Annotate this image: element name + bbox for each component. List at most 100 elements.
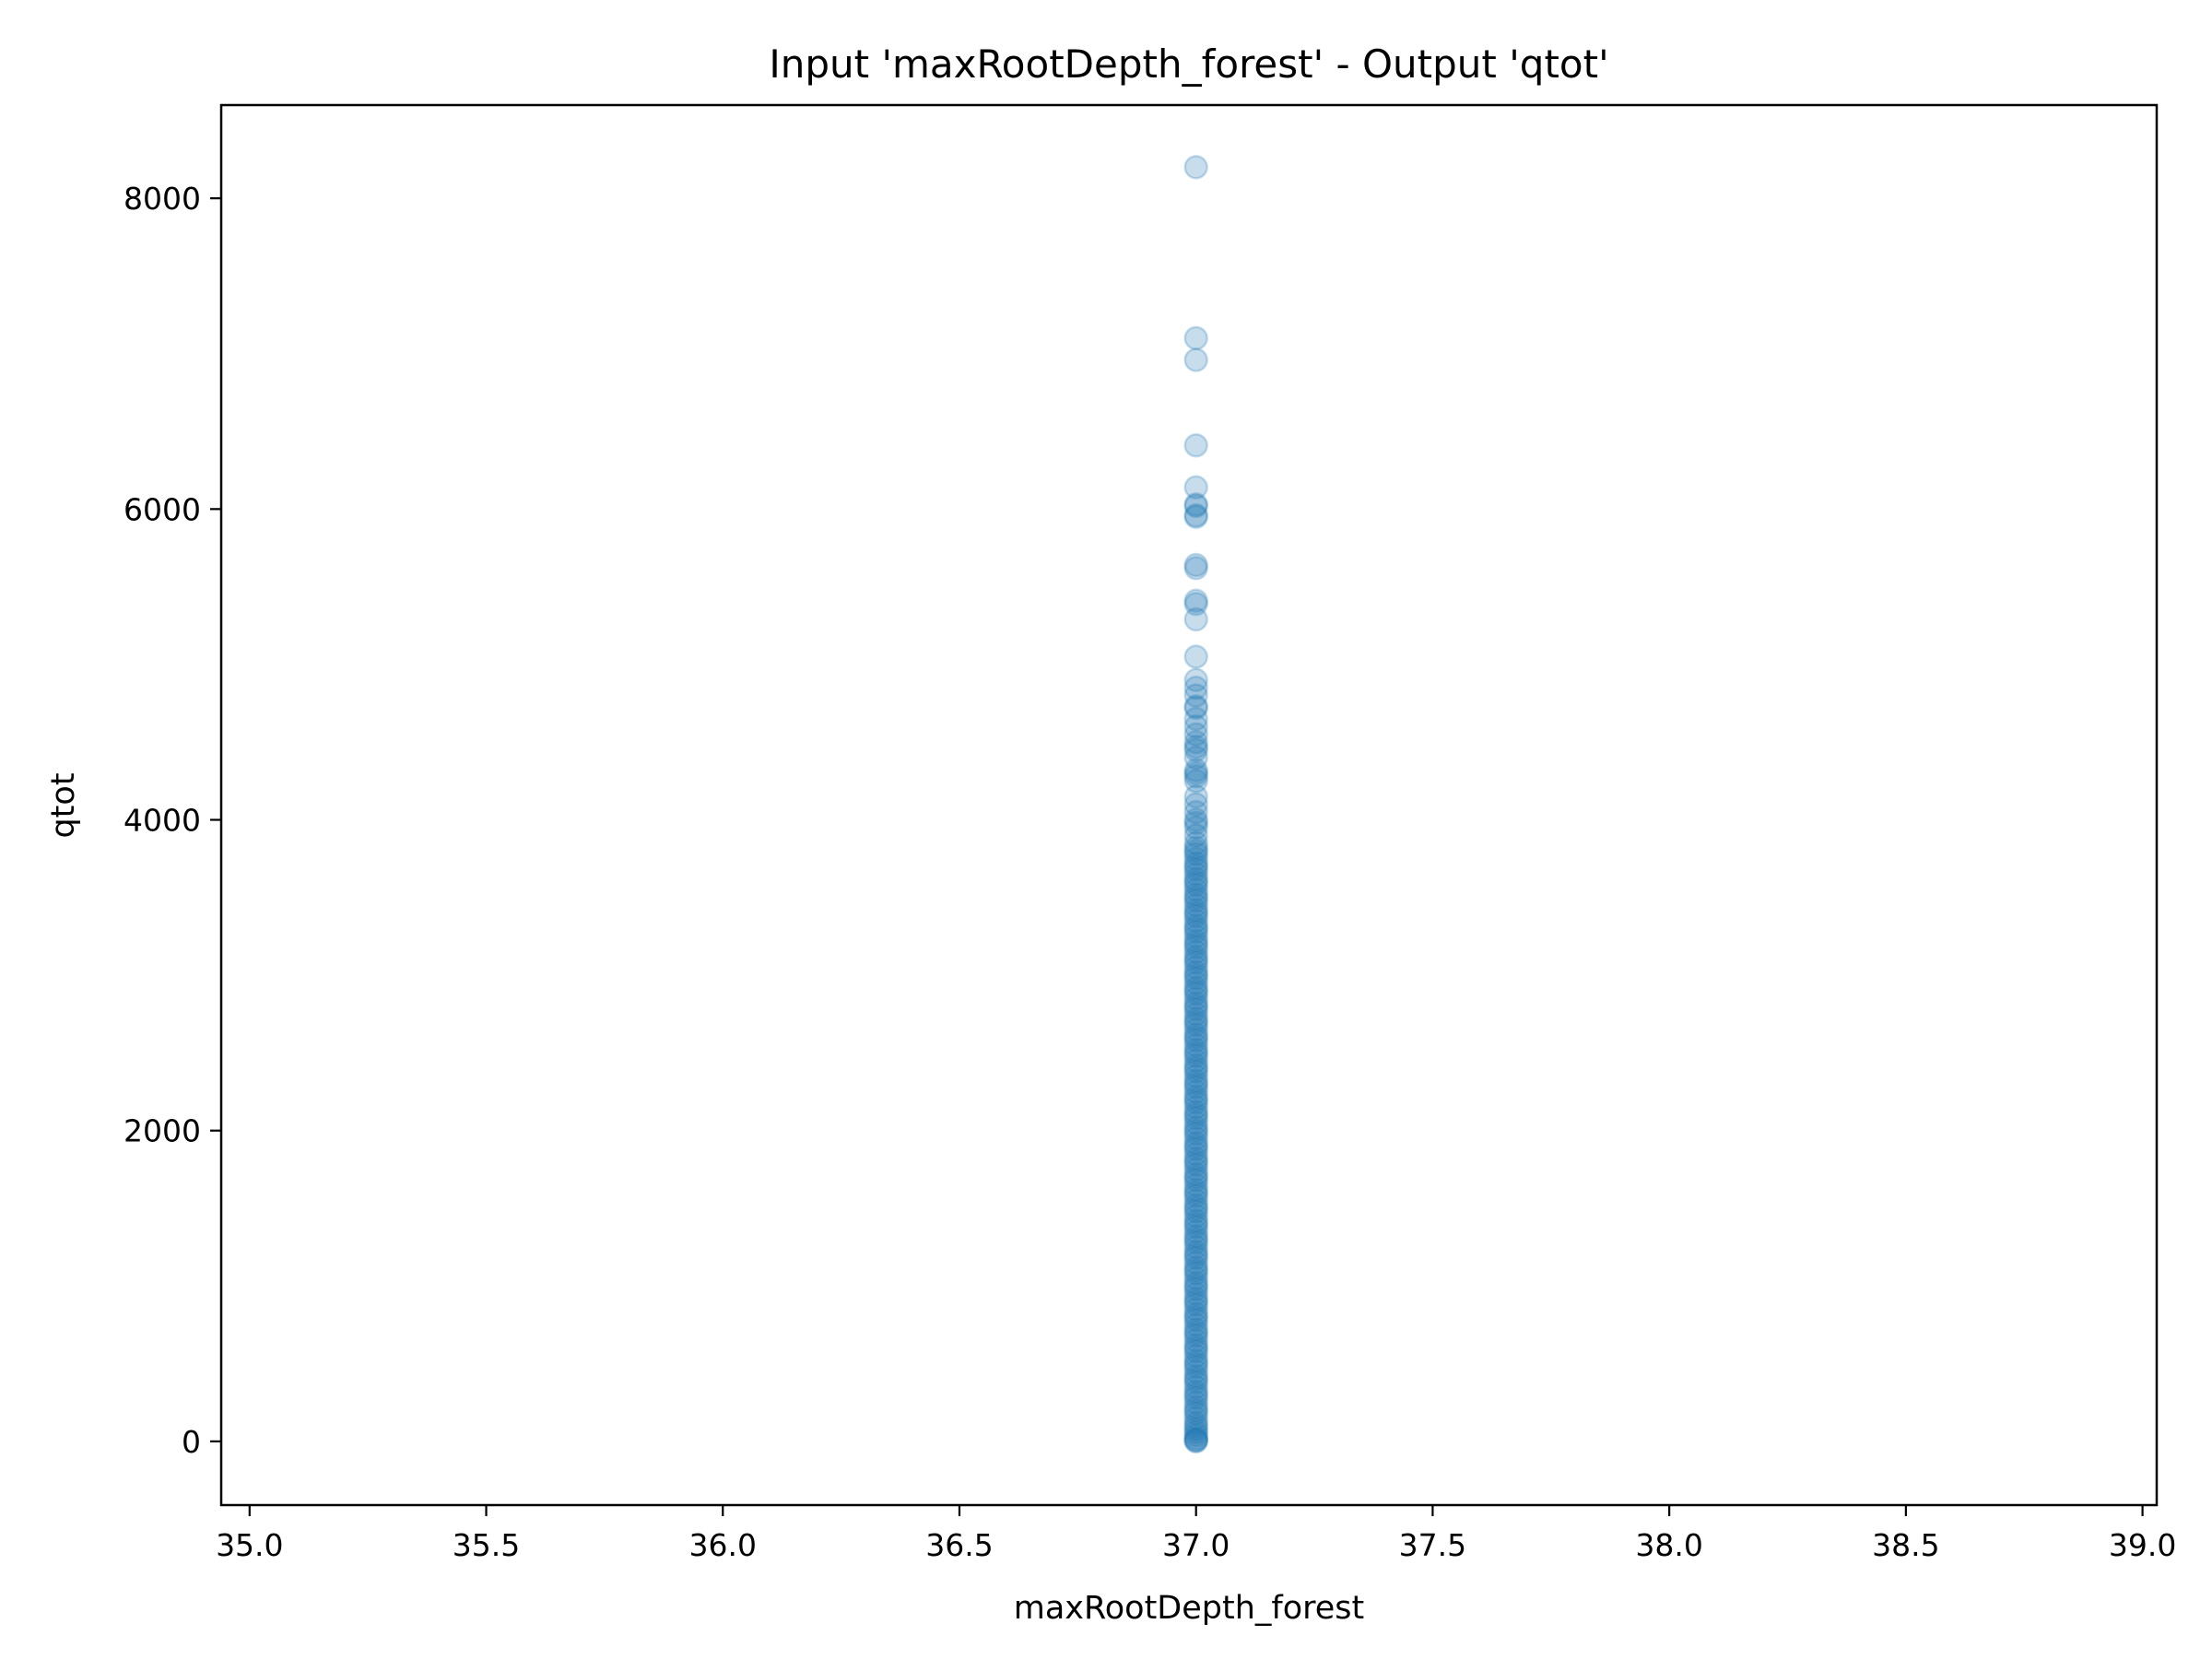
data-point — [1183, 758, 1208, 782]
data-point — [1183, 683, 1208, 708]
data-point — [1183, 885, 1208, 911]
data-point — [1183, 1161, 1208, 1187]
data-point — [1183, 994, 1208, 1019]
data-point — [1183, 982, 1208, 1006]
data-point — [1183, 830, 1208, 856]
data-point — [1183, 1012, 1208, 1038]
data-point — [1183, 737, 1208, 762]
x-tick-label: 38.0 — [1635, 1527, 1702, 1563]
data-points — [1183, 155, 1208, 1454]
data-point — [1183, 1410, 1208, 1435]
data-point — [1183, 1141, 1208, 1167]
data-point — [1183, 991, 1208, 1016]
data-point — [1183, 1002, 1208, 1027]
data-point — [1183, 1363, 1208, 1389]
data-point — [1183, 1261, 1208, 1287]
data-point — [1183, 853, 1208, 879]
data-point — [1183, 971, 1208, 995]
data-point — [1183, 846, 1208, 871]
data-point — [1183, 1328, 1208, 1353]
data-point — [1183, 694, 1208, 719]
data-point — [1183, 935, 1208, 960]
data-point — [1183, 962, 1208, 988]
data-point — [1183, 916, 1208, 941]
data-point — [1183, 959, 1208, 984]
data-point — [1183, 1394, 1208, 1420]
data-point — [1183, 1041, 1208, 1065]
data-point — [1183, 1105, 1208, 1131]
x-tick-label: 39.0 — [2109, 1527, 2176, 1563]
data-point — [1183, 1250, 1208, 1276]
data-point — [1183, 1374, 1208, 1400]
y-tick-label: 0 — [182, 1424, 201, 1460]
data-point — [1183, 1397, 1208, 1423]
y-tick-label: 6000 — [124, 491, 201, 527]
plot-frame — [219, 103, 2159, 1507]
data-point — [1183, 735, 1208, 759]
data-point — [1183, 1048, 1208, 1074]
data-point — [1183, 1390, 1208, 1415]
data-point — [1183, 783, 1208, 809]
data-point — [1183, 1382, 1208, 1407]
data-point — [1183, 493, 1208, 519]
data-point — [1183, 1335, 1208, 1360]
data-point — [1183, 1413, 1208, 1439]
data-point — [1183, 1053, 1208, 1078]
data-point — [1183, 764, 1208, 789]
data-point — [1183, 1084, 1208, 1109]
data-point — [1183, 1301, 1208, 1326]
data-point — [1183, 1239, 1208, 1265]
data-point — [1183, 155, 1208, 180]
x-tick-label: 36.5 — [925, 1527, 993, 1563]
data-point — [1183, 606, 1208, 632]
data-point — [1183, 1208, 1208, 1233]
data-point — [1183, 955, 1208, 980]
data-point — [1183, 1308, 1208, 1333]
data-point — [1183, 823, 1208, 848]
data-point — [1183, 1367, 1208, 1392]
data-point — [1183, 1068, 1208, 1093]
data-point — [1183, 432, 1208, 458]
data-point — [1183, 492, 1208, 517]
chart-title: Input 'maxRootDepth_forest' - Output 'qt… — [769, 41, 1608, 87]
data-point — [1183, 1323, 1208, 1348]
data-point — [1183, 975, 1208, 1000]
data-point — [1183, 866, 1208, 891]
data-point — [1183, 1274, 1208, 1299]
data-point — [1183, 695, 1208, 721]
data-point — [1183, 556, 1208, 581]
data-point — [1183, 1234, 1208, 1260]
data-point — [1183, 1419, 1208, 1445]
data-point — [1183, 966, 1208, 991]
data-point — [1183, 1230, 1208, 1255]
data-point — [1183, 1288, 1208, 1314]
data-point — [1183, 1037, 1208, 1063]
data-point — [1183, 1064, 1208, 1088]
data-point — [1183, 1429, 1208, 1454]
data-point — [1183, 644, 1208, 669]
data-point — [1183, 792, 1208, 817]
data-point — [1183, 1338, 1208, 1364]
data-point — [1183, 714, 1208, 739]
data-point — [1183, 1406, 1208, 1430]
data-point — [1183, 1009, 1208, 1034]
data-point — [1183, 888, 1208, 913]
data-point — [1183, 1100, 1208, 1124]
data-point — [1183, 1136, 1208, 1162]
data-point — [1183, 857, 1208, 882]
x-tick-label: 35.5 — [453, 1527, 520, 1563]
data-point — [1183, 838, 1208, 864]
data-point — [1183, 908, 1208, 934]
data-point — [1183, 1087, 1208, 1112]
data-point — [1183, 1199, 1208, 1224]
x-tick-label: 36.0 — [689, 1527, 757, 1563]
data-point — [1183, 835, 1208, 861]
data-point — [1183, 502, 1208, 528]
data-point — [1183, 1130, 1208, 1156]
data-point — [1183, 1317, 1208, 1342]
data-point — [1183, 939, 1208, 965]
y-tick-label: 8000 — [124, 181, 201, 217]
data-point — [1183, 1125, 1208, 1151]
data-point — [1183, 504, 1208, 530]
data-point — [1183, 1180, 1208, 1206]
